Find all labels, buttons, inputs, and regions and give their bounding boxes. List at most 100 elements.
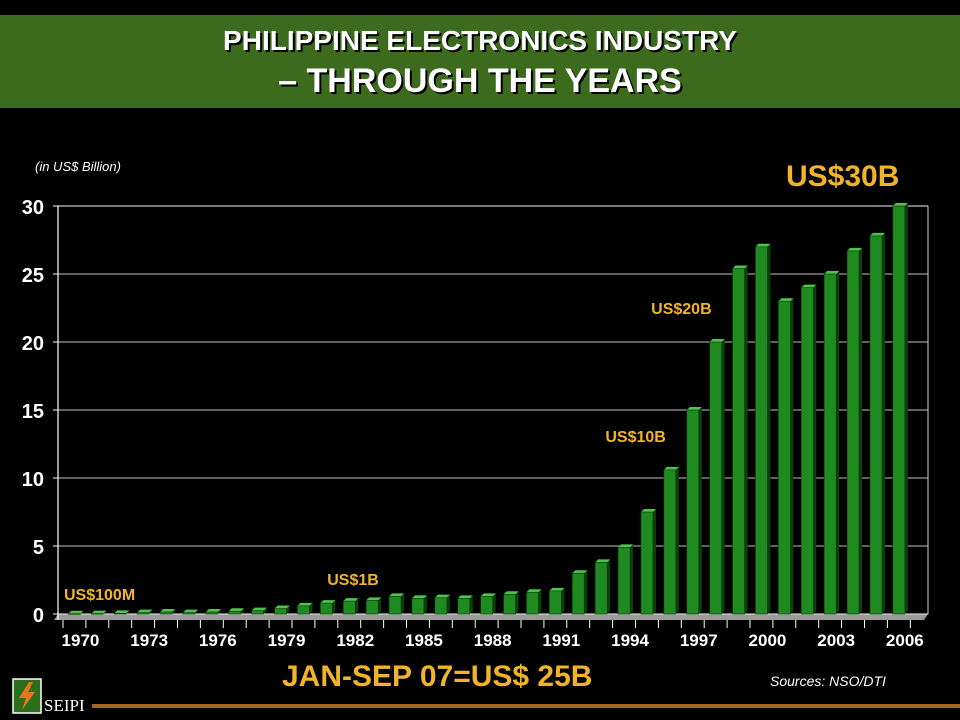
bar-side [103,610,107,614]
bar-top [618,544,634,548]
bar-side [561,587,565,614]
bar-1993 [594,562,608,615]
bar-1996 [663,469,677,615]
bar-side [286,605,290,614]
title-band [0,15,960,108]
bar-top [663,466,679,470]
bar-top [297,602,313,606]
x-tick-label: 1970 [62,631,100,650]
bar-side [126,610,130,614]
footer-note: JAN-SEP 07=US$ 25B [282,660,593,693]
bar-1983 [365,600,379,615]
y-tick-label: 20 [22,333,44,355]
bar-1972 [113,613,127,615]
bar-1999 [732,268,745,615]
bar-top [869,232,885,236]
annotation-label: US$20B [651,301,711,318]
bar-side [538,589,542,614]
x-tick-label: 2006 [886,631,924,650]
bar-top [480,593,496,597]
bar-side [836,271,840,614]
seipi-logo-text: SEIPI [44,696,85,715]
y-tick-label: 0 [33,605,44,627]
bar-side [698,407,702,614]
bar-1971 [91,613,104,615]
seipi-logo-icon [12,678,42,714]
x-tick-label: 1994 [611,631,649,650]
headline-total: US$30B [786,160,900,193]
bar-1977 [228,610,242,615]
bar-side [790,298,794,614]
bar-top [778,298,794,302]
bar-top [182,609,198,613]
bar-top [343,598,359,602]
bar-side [217,608,221,614]
bar-2003 [823,273,837,615]
bar-side [652,509,656,614]
bar-2002 [800,287,814,615]
bar-top [503,591,519,595]
bar-side [378,597,382,614]
bar-side [744,265,748,614]
bar-1984 [388,596,402,615]
y-tick-label: 30 [22,197,44,219]
bar-1975 [182,612,196,615]
bar-top [320,600,336,604]
x-tick-label: 1991 [542,631,580,650]
x-tick-label: 1973 [130,631,168,650]
bar-1986 [434,597,448,615]
sources-note: Sources: NSO/DTI [770,673,886,689]
x-tick-label: 1988 [474,631,512,650]
bar-top [457,595,473,599]
bar-top [686,407,702,410]
bar-1978 [251,610,264,615]
bar-1988 [480,596,493,615]
annotation-label: US$100M [64,587,135,604]
bar-2000 [755,246,768,615]
bar-top [160,608,176,612]
unit-note: (in US$ Billion) [35,159,121,174]
bar-side [309,602,313,614]
bar-1990 [526,591,539,615]
bar-top [274,605,290,609]
bar-1998 [709,341,722,615]
bar-side [263,607,267,614]
bar-2004 [846,250,860,615]
x-tick-label: 1982 [336,631,374,650]
y-tick-label: 10 [22,469,44,491]
x-tick-label: 1985 [405,631,443,650]
bottom-rule [92,704,960,708]
page-title: PHILIPPINE ELECTRONICS INDUSTRY [223,25,737,56]
bar-1974 [159,611,173,615]
bar-side [813,284,817,614]
bar-top [572,570,588,574]
bar-side [584,570,588,614]
bar-1973 [136,612,150,615]
bar-1982 [342,600,356,615]
bar-side [881,232,885,615]
page-subtitle: – THROUGH THE YEARS [278,62,682,100]
bar-top [137,609,153,613]
bar-1970 [68,613,81,615]
x-tick-label: 1997 [680,631,718,650]
bar-top [595,559,611,563]
bar-side [767,243,771,615]
x-tick-label: 1976 [199,631,237,650]
bar-1980 [297,605,310,615]
bar-top [205,608,221,612]
bar-1995 [640,511,654,615]
bar-1976 [205,611,219,615]
x-tick-label: 2000 [749,631,787,650]
bar-side [446,594,450,614]
bar-side [355,598,359,614]
bar-1997 [686,409,700,615]
bar-side [194,609,198,614]
bar-1981 [320,602,333,615]
bar-top [389,593,405,597]
bar-top [411,595,427,599]
bar-top [709,339,725,342]
bar-side [423,595,427,614]
bar-side [469,595,473,614]
bar-1991 [549,590,562,615]
